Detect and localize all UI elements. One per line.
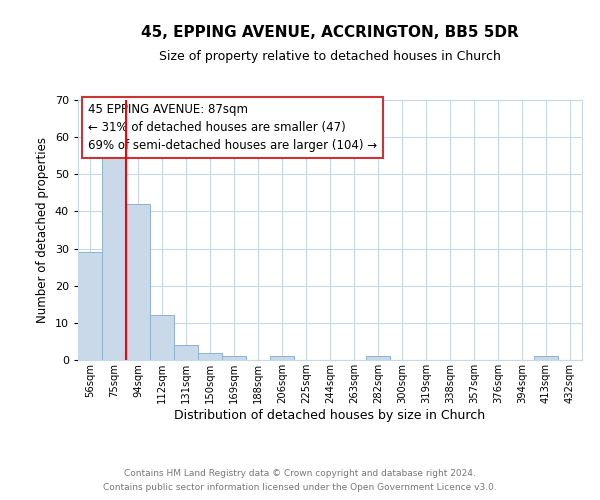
Bar [366,356,390,360]
Bar [150,316,174,360]
Text: 45, EPPING AVENUE, ACCRINGTON, BB5 5DR: 45, EPPING AVENUE, ACCRINGTON, BB5 5DR [141,25,519,40]
Text: Contains HM Land Registry data © Crown copyright and database right 2024.: Contains HM Land Registry data © Crown c… [124,468,476,477]
Bar [222,356,246,360]
Bar [534,356,558,360]
Bar [198,352,222,360]
Bar [102,144,126,360]
Text: 45 EPPING AVENUE: 87sqm
← 31% of detached houses are smaller (47)
69% of semi-de: 45 EPPING AVENUE: 87sqm ← 31% of detache… [88,102,377,152]
X-axis label: Distribution of detached houses by size in Church: Distribution of detached houses by size … [175,408,485,422]
Bar [174,345,198,360]
Bar [126,204,150,360]
Bar [270,356,294,360]
Y-axis label: Number of detached properties: Number of detached properties [36,137,49,323]
Text: Size of property relative to detached houses in Church: Size of property relative to detached ho… [159,50,501,63]
Bar [78,252,102,360]
Text: Contains public sector information licensed under the Open Government Licence v3: Contains public sector information licen… [103,484,497,492]
